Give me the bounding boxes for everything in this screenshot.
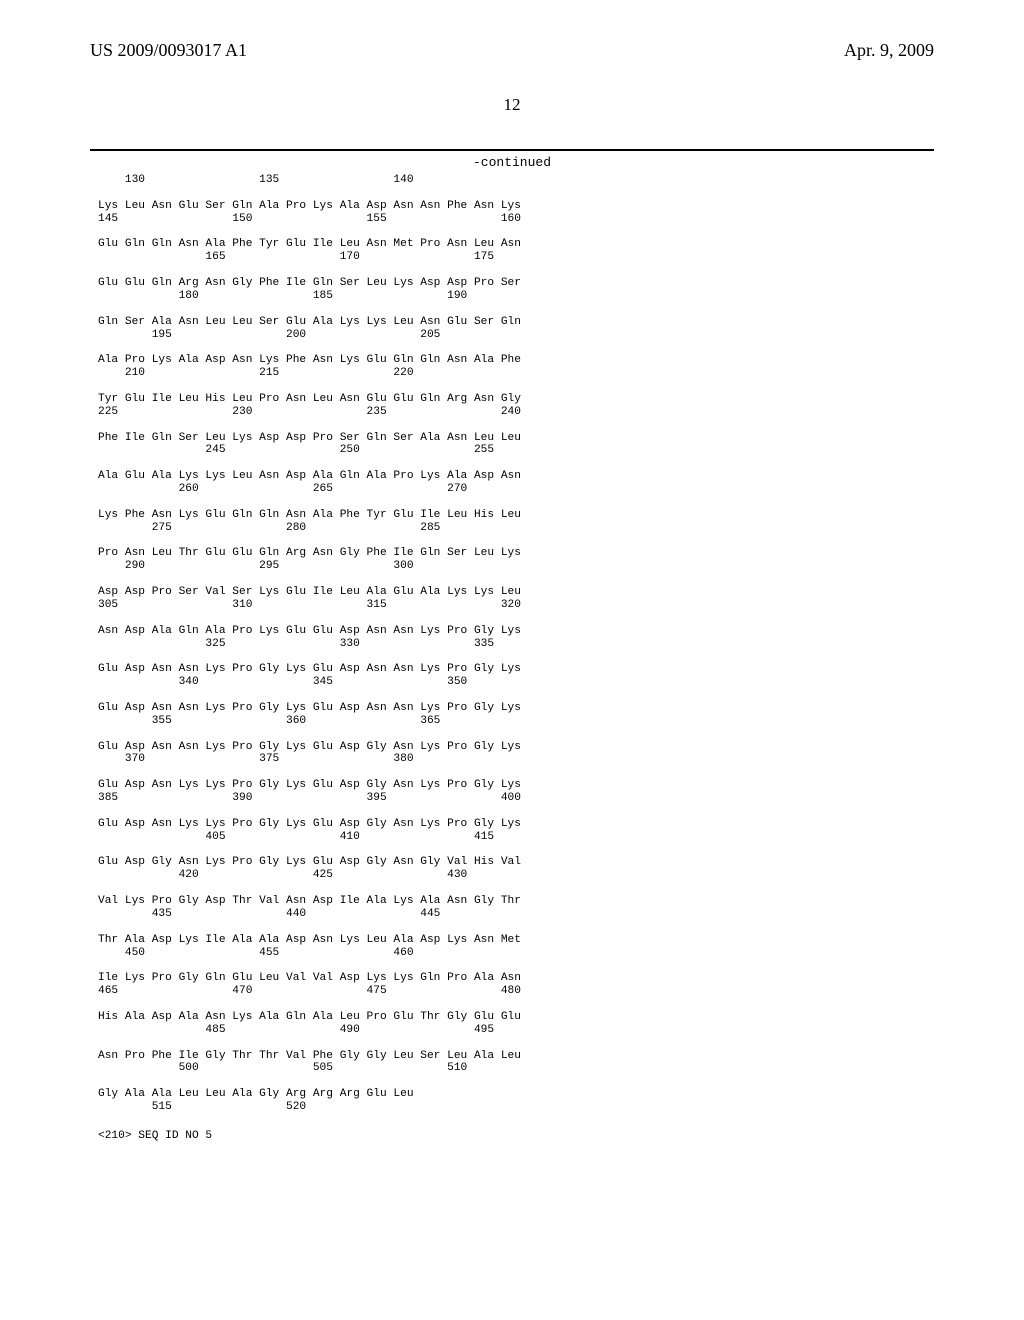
- continued-label: -continued: [90, 155, 934, 170]
- page: US 2009/0093017 A1 Apr. 9, 2009 12 -cont…: [0, 0, 1024, 1320]
- page-number: 12: [90, 95, 934, 115]
- seq-id-line: <210> SEQ ID NO 5: [98, 1130, 934, 1142]
- page-header: US 2009/0093017 A1 Apr. 9, 2009: [90, 40, 934, 61]
- top-rule: [90, 149, 934, 151]
- publication-date: Apr. 9, 2009: [844, 40, 934, 61]
- sequence-listing: 130 135 140 Lys Leu Asn Glu Ser Gln Ala …: [98, 174, 934, 1114]
- publication-number: US 2009/0093017 A1: [90, 40, 247, 61]
